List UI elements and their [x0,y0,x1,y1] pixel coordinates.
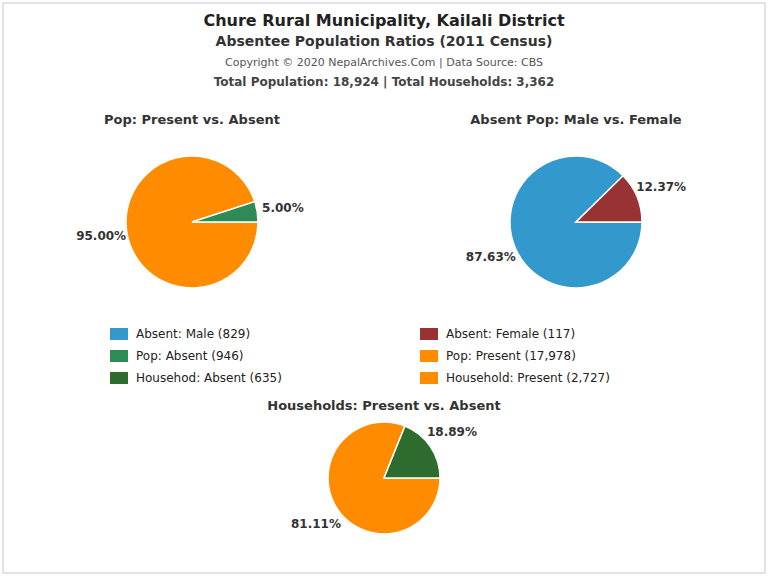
legend-entry: Absent: Female (117) [446,327,575,341]
legend-swatch [110,372,128,384]
pie-slice [576,176,642,222]
annotation: Copyright © 2020 NepalArchives.Com | Dat… [225,56,543,69]
legend-swatch [420,350,438,362]
legend-swatch [420,372,438,384]
pie-title: Pop: Present vs. Absent [104,112,280,127]
frame [3,3,765,573]
pie-slice [510,156,642,288]
pie-slice [126,156,258,288]
data-label: 18.89% [427,425,477,439]
subtitle: Absentee Population Ratios (2011 Census) [216,33,553,49]
legend-swatch [110,328,128,340]
legend-swatch [420,328,438,340]
legend-entry: Pop: Present (17,978) [446,349,576,363]
legend-entry: Househod: Absent (635) [136,371,282,385]
pie-title: Households: Present vs. Absent [267,398,500,413]
legend-entry: Pop: Absent (946) [136,349,243,363]
legend-entry: Household: Present (2,727) [446,371,610,385]
data-label: 81.11% [291,517,341,531]
legend-swatch [110,350,128,362]
pie-slice [328,422,440,534]
annotation: Total Population: 18,924 | Total Househo… [214,75,555,89]
pie-title: Absent Pop: Male vs. Female [470,112,682,127]
pie-slices [328,422,440,534]
legend-entry: Absent: Male (829) [136,327,250,341]
data-label: 87.63% [466,250,516,264]
data-label: 5.00% [262,201,304,215]
data-label: 12.37% [636,180,686,194]
data-label: 95.00% [76,229,126,243]
chart-canvas: Chure Rural Municipality, Kailali Distri… [0,0,768,576]
title: Chure Rural Municipality, Kailali Distri… [203,11,564,30]
pie-slices [510,156,642,288]
pie-slices [126,156,258,288]
pie-slice [192,202,258,222]
